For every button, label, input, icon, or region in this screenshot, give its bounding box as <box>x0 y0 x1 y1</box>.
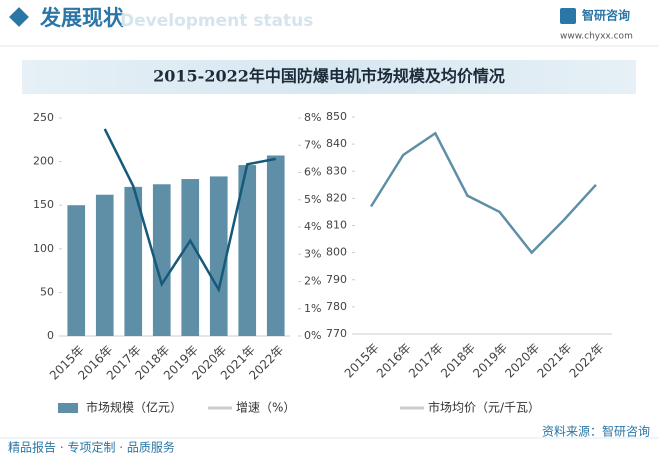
x-tick-label: 2017年 <box>406 341 446 381</box>
y2-tick-label: 0% <box>304 329 321 342</box>
header-icon <box>9 7 29 27</box>
footer-slogan: 精品报告 · 专项定制 · 品质服务 <box>8 440 175 455</box>
y2-tick-label: 8% <box>304 111 321 124</box>
y2-tick-label: 1% <box>304 302 321 315</box>
y2-tick-label: 2% <box>304 275 321 288</box>
y-tick-label: 200 <box>33 155 54 168</box>
y2-tick-label: 5% <box>304 193 321 206</box>
bar <box>95 194 114 336</box>
y-tick-label: 100 <box>33 242 54 255</box>
chart-title: 2015-2022年中国防爆电机市场规模及均价情况 <box>153 67 505 86</box>
line <box>103 128 276 294</box>
y2-tick-label: 4% <box>304 220 321 233</box>
y-tick-label: 770 <box>326 327 347 340</box>
bar <box>238 165 257 336</box>
legend-swatch <box>58 403 78 413</box>
y2-tick-label: 7% <box>304 138 321 151</box>
y-tick-label: 0 <box>47 329 54 342</box>
brand-url: www.chyxx.com <box>560 32 633 42</box>
header-subtitle: Development status <box>120 11 313 31</box>
x-tick-label: 2022年 <box>567 341 607 381</box>
x-tick-label: 2018年 <box>438 341 478 381</box>
x-tick-label: 2020年 <box>502 341 542 381</box>
x-tick-label: 2019年 <box>470 341 510 381</box>
legend-label: 市场均价（元/千瓦） <box>428 400 540 415</box>
line <box>370 131 597 255</box>
y2-tick-label: 6% <box>304 166 321 179</box>
y-tick-label: 820 <box>326 191 347 204</box>
legend-label: 市场规模（亿元） <box>86 400 182 415</box>
x-tick-label: 2021年 <box>534 341 574 381</box>
y2-tick-label: 3% <box>304 247 321 260</box>
bar <box>209 176 228 336</box>
bar <box>181 179 200 336</box>
x-tick-label: 2016年 <box>374 341 414 381</box>
y-tick-label: 150 <box>33 198 54 211</box>
y-tick-label: 810 <box>326 219 347 232</box>
y-tick-label: 850 <box>326 110 347 123</box>
y-tick-label: 780 <box>326 300 347 313</box>
y-tick-label: 50 <box>40 285 54 298</box>
footer-source: 资料来源：智研咨询 <box>542 424 650 439</box>
y-tick-label: 830 <box>326 164 347 177</box>
title-band <box>22 60 636 94</box>
y-tick-label: 840 <box>326 137 347 150</box>
x-tick-label: 2015年 <box>342 341 382 381</box>
brand-name: 智研咨询 <box>581 8 630 23</box>
bar <box>124 186 143 336</box>
y-tick-label: 250 <box>33 111 54 124</box>
bar <box>266 155 285 336</box>
y-tick-label: 790 <box>326 273 347 286</box>
bar <box>67 205 86 336</box>
legend-label: 增速（%） <box>236 401 295 415</box>
y-tick-label: 800 <box>326 246 347 259</box>
header-title: 发展现状 <box>39 6 125 30</box>
brand-logo <box>560 8 576 24</box>
bar <box>152 184 171 336</box>
plots: 0501001502002500%1%2%3%4%5%6%7%8%2015年20… <box>33 110 612 415</box>
